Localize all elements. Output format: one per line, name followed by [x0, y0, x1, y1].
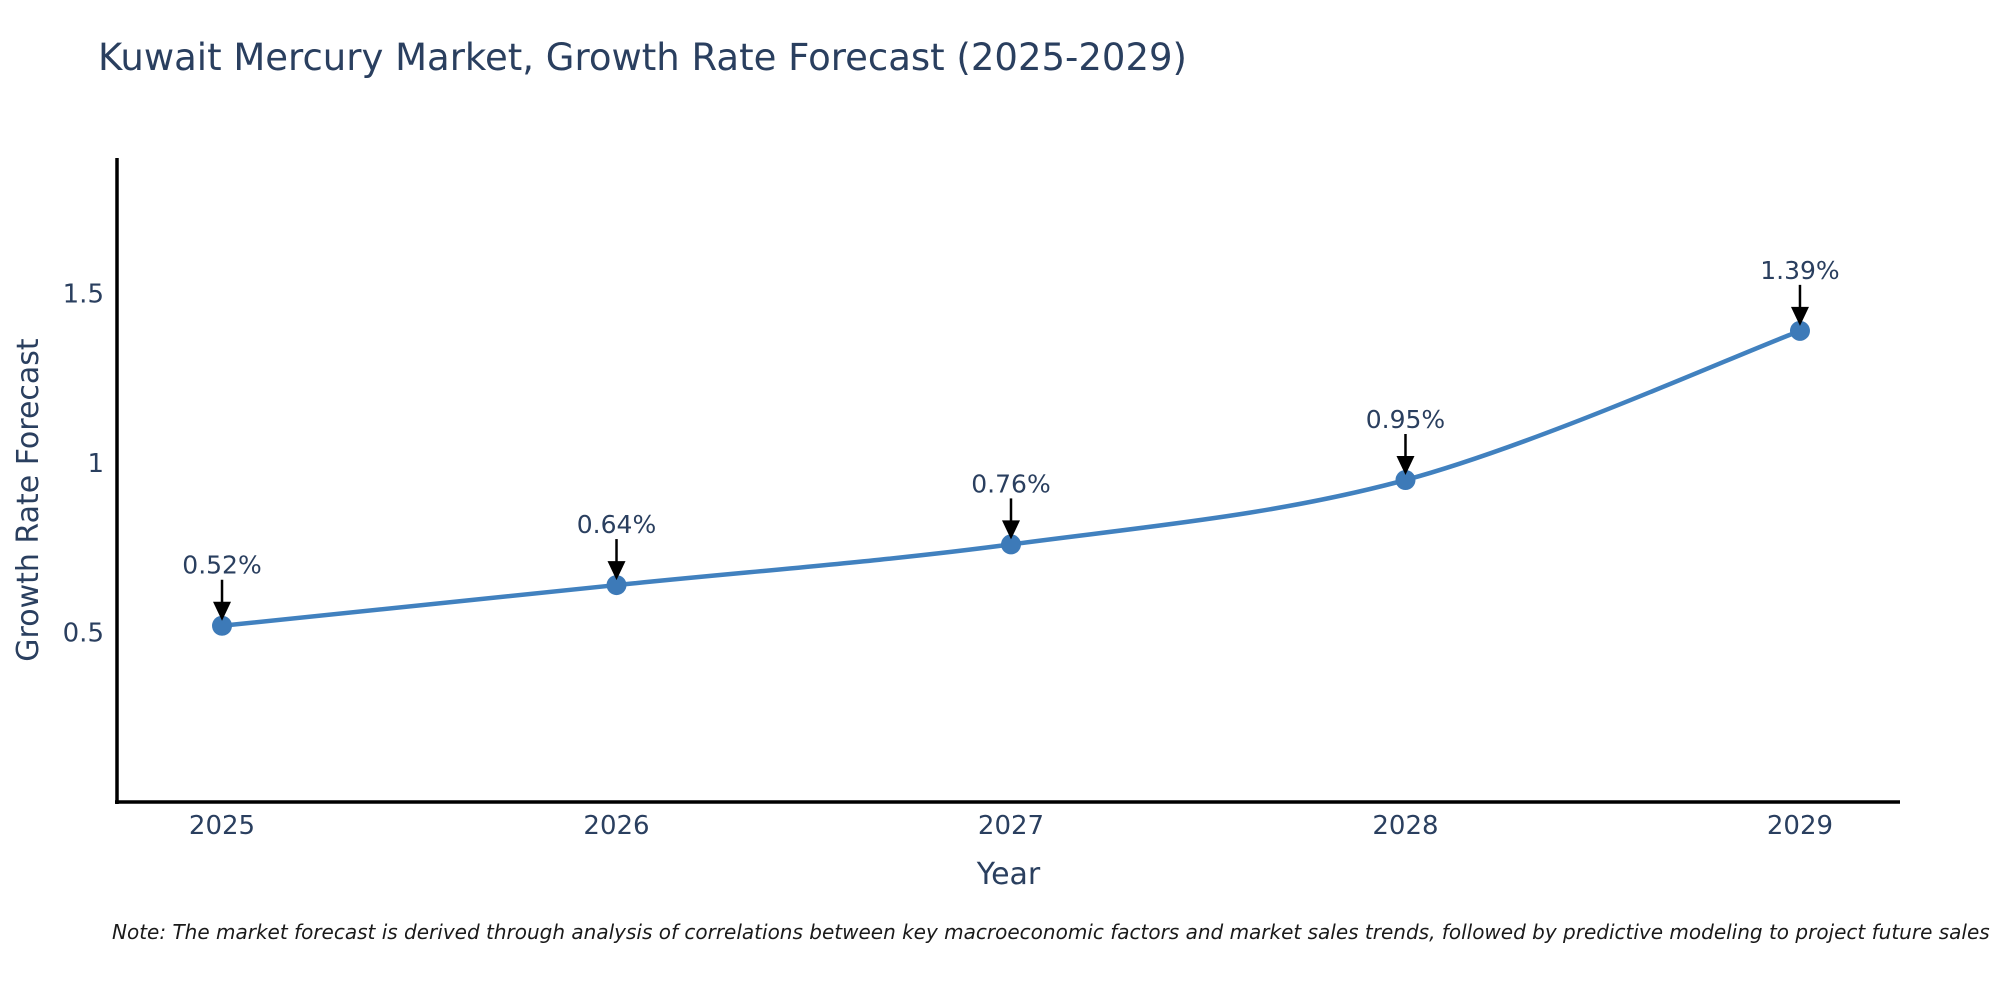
y-tick-label: 0.5	[63, 619, 104, 649]
y-tick-label: 1	[87, 449, 104, 479]
annotation-arrow-head	[213, 601, 232, 621]
x-axis-title: Year	[976, 857, 1041, 892]
data-point-marker	[212, 615, 233, 636]
annotation-label: 1.39%	[1760, 256, 1839, 285]
annotation-arrow-head	[1001, 520, 1020, 540]
annotation-arrow-head	[607, 561, 626, 581]
x-tick-label: 2026	[583, 811, 649, 841]
x-tick-label: 2025	[189, 811, 255, 841]
annotation-label: 0.76%	[971, 469, 1050, 498]
data-point-marker	[606, 575, 627, 596]
annotation-arrow-head	[1790, 306, 1809, 326]
annotation-label: 0.64%	[577, 510, 656, 539]
data-point-marker	[1395, 470, 1416, 490]
data-point-marker	[1789, 320, 1810, 341]
x-tick-label: 2029	[1767, 811, 1833, 841]
chart-title: Kuwait Mercury Market, Growth Rate Forec…	[98, 36, 1187, 79]
annotation-label: 0.95%	[1366, 405, 1445, 434]
footnote: Note: The market forecast is derived thr…	[112, 920, 1990, 944]
annotation-label: 0.52%	[182, 551, 261, 580]
x-tick-label: 2027	[978, 811, 1044, 841]
data-point-marker	[1000, 534, 1021, 555]
annotation-arrow-head	[1396, 456, 1415, 475]
x-tick-label: 2028	[1372, 811, 1438, 841]
y-tick-label: 1.5	[63, 280, 104, 310]
y-axis-title: Growth Rate Forecast	[11, 338, 46, 662]
